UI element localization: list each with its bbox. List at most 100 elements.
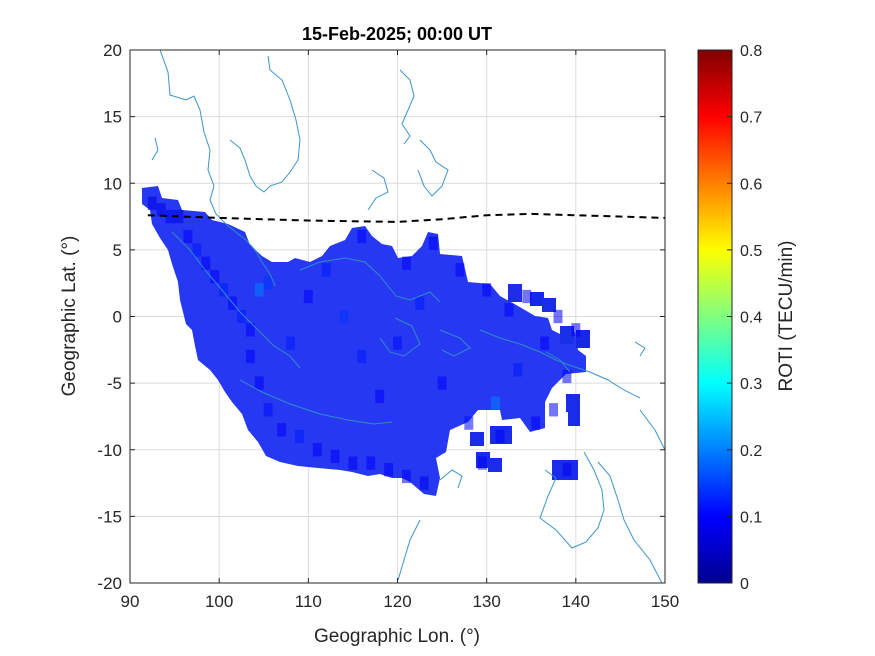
coastline — [159, 50, 276, 287]
roti-cell — [263, 403, 273, 417]
roti-cells — [147, 196, 581, 490]
roti-swath — [142, 186, 590, 496]
roti-cell — [455, 263, 465, 277]
coastline — [545, 351, 571, 373]
colorbar-tick-label: 0.5 — [740, 243, 762, 260]
roti-cell — [562, 369, 572, 384]
roti-cell — [495, 429, 505, 444]
roti-cell — [504, 303, 514, 317]
roti-cell — [540, 336, 550, 350]
roti-cell — [245, 349, 255, 364]
x-tick-label: 140 — [562, 592, 590, 611]
roti-cell — [245, 323, 255, 337]
roti-cell — [513, 363, 523, 377]
roti-cell — [401, 256, 411, 270]
roti-cell — [491, 396, 501, 410]
coastline — [479, 329, 641, 399]
roti-cell — [531, 416, 541, 430]
roti-cell — [312, 443, 322, 457]
colorbar-tick-label: 0 — [740, 576, 749, 593]
x-tick-label: 90 — [121, 592, 140, 611]
coastline — [639, 409, 665, 451]
roti-block — [488, 458, 502, 472]
colorbar-tick-label: 0.7 — [740, 110, 762, 127]
y-tick-label: 20 — [103, 41, 122, 60]
coastline — [379, 317, 421, 357]
y-tick-label: 10 — [103, 174, 122, 193]
roti-cell — [437, 376, 447, 390]
x-tick-label: 110 — [295, 592, 322, 611]
colorbar-tick-label: 0.1 — [740, 509, 762, 526]
roti-block — [568, 408, 580, 426]
roti-cell — [393, 336, 402, 350]
roti-cell — [147, 196, 157, 210]
roti-cell — [482, 283, 492, 297]
y-tick-label: -15 — [97, 507, 122, 526]
roti-block — [560, 326, 574, 344]
coastline — [367, 169, 389, 211]
roti-cell — [263, 276, 273, 290]
roti-cell — [254, 376, 264, 390]
roti-block — [470, 432, 484, 446]
chart-title: 15-Feb-2025; 00:00 UT — [302, 24, 492, 44]
colorbar-tick-label: 0.3 — [740, 376, 762, 393]
roti-cell — [303, 289, 313, 304]
roti-cell — [237, 309, 246, 324]
coastline — [239, 379, 393, 425]
roti-cell — [254, 283, 264, 297]
colorbar-tick-label: 0.2 — [740, 443, 762, 460]
x-tick-label: 120 — [383, 592, 411, 611]
coastline — [539, 451, 605, 549]
y-tick-label: 0 — [113, 308, 122, 327]
coastline — [299, 257, 441, 303]
roti-block — [566, 394, 580, 412]
x-tick-label: 150 — [651, 592, 679, 611]
roti-cell — [156, 203, 166, 217]
roti-cell — [277, 423, 287, 437]
colorbar — [697, 49, 733, 584]
coastline — [171, 231, 301, 369]
x-axis-label: Geographic Lon. (°) — [314, 626, 480, 647]
roti-cell — [428, 236, 438, 250]
roti-cell — [201, 256, 211, 270]
colorbar-label: ROTI (TECU/min) — [776, 241, 797, 392]
roti-cell — [321, 263, 331, 277]
roti-cell — [477, 456, 487, 470]
x-axis-ticks: 90 100 110 120 130 140 150 — [121, 50, 679, 611]
roti-cell — [522, 289, 532, 304]
coastlines — [151, 50, 665, 583]
roti-cell — [549, 403, 558, 417]
y-axis-ticks: -20 -15 -10 -5 0 5 10 15 20 — [97, 41, 665, 593]
roti-cell — [384, 463, 394, 477]
colorbar-ticks: 0 0.1 0.2 0.3 0.4 0.5 0.6 0.7 0.8 — [727, 43, 762, 593]
roti-cell — [357, 349, 367, 364]
colorbar-tick-label: 0.4 — [740, 310, 762, 327]
roti-cell — [348, 456, 358, 470]
y-tick-label: 5 — [113, 241, 122, 260]
roti-cell — [330, 449, 340, 464]
roti-block — [542, 298, 556, 312]
y-tick-label: 15 — [103, 108, 122, 127]
roti-cell — [165, 209, 175, 224]
y-tick-label: -10 — [97, 441, 122, 460]
roti-cell — [562, 463, 572, 477]
roti-cell — [174, 209, 184, 224]
roti-block — [508, 284, 522, 302]
roti-block — [530, 292, 544, 306]
y-axis-label: Geographic Lat. (°) — [59, 236, 80, 397]
magnetic-equator-line — [147, 212, 666, 223]
roti-cell — [210, 269, 220, 284]
coastline — [439, 469, 463, 489]
roti-cell — [192, 243, 202, 257]
coastline — [397, 519, 421, 581]
colorbar-tick-label: 0.6 — [740, 176, 762, 193]
coastline — [229, 55, 301, 193]
roti-cell — [183, 229, 193, 244]
roti-cell — [357, 229, 367, 244]
coastline — [399, 69, 415, 145]
roti-cell — [419, 476, 429, 490]
roti-cell — [401, 469, 411, 484]
coastline — [634, 341, 646, 357]
roti-cell — [294, 429, 304, 444]
